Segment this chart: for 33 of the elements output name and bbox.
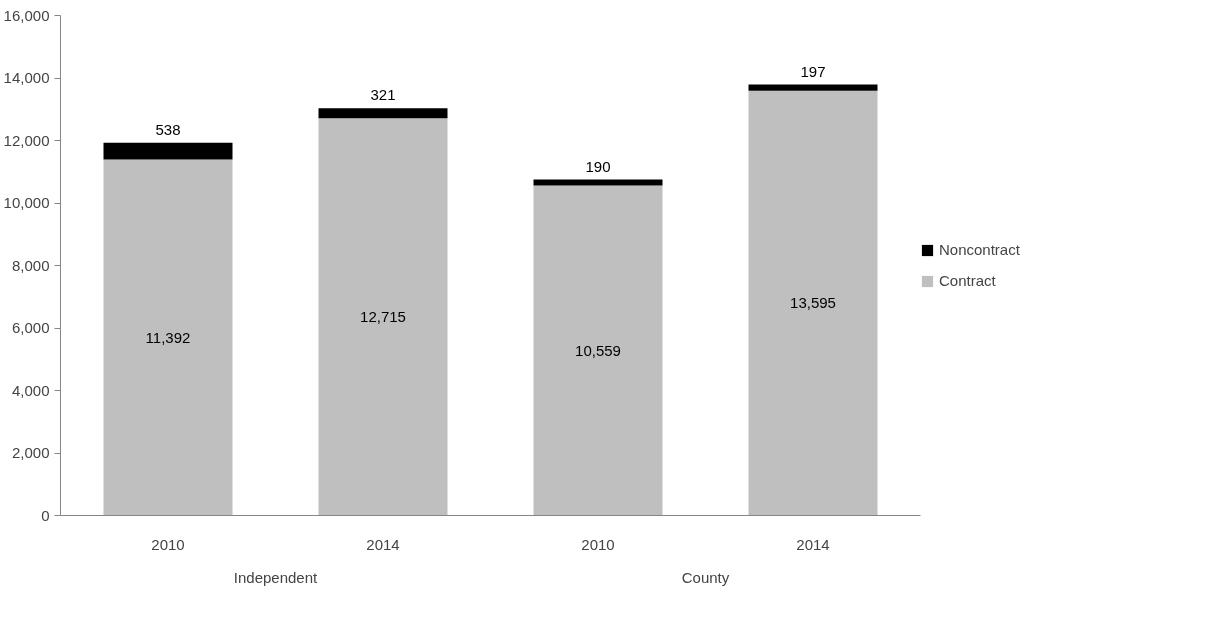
bar bbox=[533, 185, 663, 516]
y-tick-label: 4,000 bbox=[11, 381, 50, 399]
text: Independent bbox=[233, 568, 319, 586]
legend-label: Contract bbox=[939, 272, 996, 289]
legend-label: Noncontract bbox=[939, 241, 1020, 258]
bar bbox=[748, 90, 878, 516]
data-label: 197 bbox=[800, 62, 826, 80]
data-label: 11,392 bbox=[145, 328, 191, 346]
bar bbox=[318, 108, 448, 119]
x-tick-label: 2010 bbox=[151, 535, 185, 553]
bar bbox=[533, 179, 663, 186]
x-tick-label: 2010 bbox=[581, 535, 615, 553]
bar bbox=[103, 142, 233, 160]
x-tick-label: 2014 bbox=[796, 535, 830, 553]
y-tick-label: 0 bbox=[41, 506, 50, 524]
y-tick-label: 12,000 bbox=[3, 131, 50, 149]
data-label: 13,595 bbox=[790, 294, 836, 312]
bar bbox=[318, 118, 448, 516]
bar bbox=[748, 84, 878, 91]
y-tick-label: 6,000 bbox=[11, 319, 50, 336]
data-label: 321 bbox=[370, 86, 396, 104]
data-label: 10,559 bbox=[575, 341, 621, 359]
y-tick-label: 8,000 bbox=[11, 256, 50, 274]
data-label: 12,715 bbox=[360, 307, 406, 325]
y-tick-label: 10,000 bbox=[3, 194, 50, 211]
data-label: 538 bbox=[155, 120, 181, 138]
y-tick-label: 2,000 bbox=[11, 444, 50, 461]
y-tick-label: 16,000 bbox=[3, 6, 50, 24]
data-label: 190 bbox=[585, 157, 611, 175]
bar bbox=[103, 159, 233, 516]
x-tick-label: 2014 bbox=[366, 535, 400, 553]
text: County bbox=[681, 568, 730, 586]
y-tick-label: 14,000 bbox=[3, 69, 50, 86]
